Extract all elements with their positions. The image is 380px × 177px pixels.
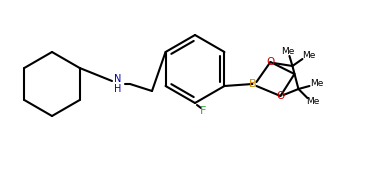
- Text: N
H: N H: [114, 74, 122, 94]
- Text: B: B: [249, 79, 256, 89]
- Text: Me: Me: [306, 96, 319, 105]
- Text: O: O: [266, 57, 275, 67]
- Text: Me: Me: [281, 47, 294, 56]
- Text: Me: Me: [310, 79, 323, 88]
- Text: Me: Me: [302, 52, 315, 61]
- Text: F: F: [200, 106, 206, 116]
- Text: O: O: [276, 91, 285, 101]
